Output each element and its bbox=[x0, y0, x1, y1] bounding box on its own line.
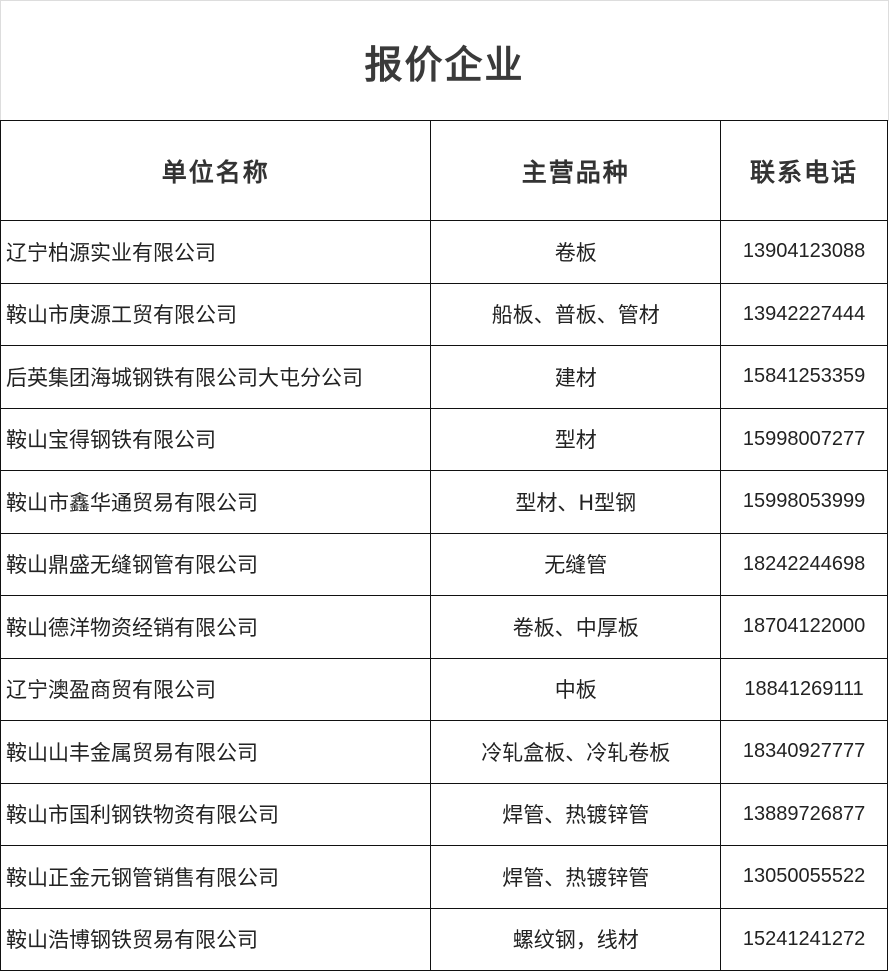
page-title: 报价企业 bbox=[364, 42, 525, 87]
title-area: 报价企业 bbox=[0, 0, 889, 121]
phone-cell: 13050055522 bbox=[720, 845, 888, 909]
table-row: 鞍山山丰金属贸易有限公司 冷轧盒板、冷轧卷板 18340927777 bbox=[0, 720, 888, 784]
phone-cell: 15241241272 bbox=[720, 907, 888, 971]
company-name-cell: 鞍山宝得钢铁有限公司 bbox=[0, 407, 432, 471]
main-products-cell: 型材、H型钢 bbox=[430, 470, 722, 534]
company-name-cell: 辽宁柏源实业有限公司 bbox=[0, 220, 432, 284]
main-products-cell: 船板、普板、管材 bbox=[430, 282, 722, 346]
company-name-cell: 鞍山市国利钢铁物资有限公司 bbox=[0, 782, 432, 846]
table-row: 鞍山鼎盛无缝钢管有限公司 无缝管 18242244698 bbox=[0, 532, 888, 596]
main-products-cell: 无缝管 bbox=[430, 532, 722, 596]
header-company-name: 单位名称 bbox=[0, 120, 432, 221]
main-products-cell: 型材 bbox=[430, 407, 722, 471]
table-row: 辽宁澳盈商贸有限公司 中板 18841269111 bbox=[0, 657, 888, 721]
table-row: 辽宁柏源实业有限公司 卷板 13904123088 bbox=[0, 220, 888, 284]
table-row: 鞍山市庚源工贸有限公司 船板、普板、管材 13942227444 bbox=[0, 282, 888, 346]
company-name-cell: 鞍山浩博钢铁贸易有限公司 bbox=[0, 907, 432, 971]
table-row: 鞍山正金元钢管销售有限公司 焊管、热镀锌管 13050055522 bbox=[0, 845, 888, 909]
company-name-cell: 鞍山市庚源工贸有限公司 bbox=[0, 282, 432, 346]
phone-cell: 18242244698 bbox=[720, 532, 888, 596]
table-row: 鞍山浩博钢铁贸易有限公司 螺纹钢，线材 15241241272 bbox=[0, 907, 888, 971]
company-name-cell: 鞍山德洋物资经销有限公司 bbox=[0, 595, 432, 659]
header-main-products: 主营品种 bbox=[430, 120, 722, 221]
header-row: 单位名称 主营品种 联系电话 bbox=[0, 120, 888, 221]
main-products-cell: 中板 bbox=[430, 657, 722, 721]
main-products-cell: 建材 bbox=[430, 345, 722, 409]
table-row: 鞍山宝得钢铁有限公司 型材 15998007277 bbox=[0, 407, 888, 471]
company-name-cell: 后英集团海城钢铁有限公司大屯分公司 bbox=[0, 345, 432, 409]
main-products-cell: 卷板、中厚板 bbox=[430, 595, 722, 659]
phone-cell: 13904123088 bbox=[720, 220, 888, 284]
phone-cell: 18704122000 bbox=[720, 595, 888, 659]
company-name-cell: 鞍山山丰金属贸易有限公司 bbox=[0, 720, 432, 784]
main-products-cell: 冷轧盒板、冷轧卷板 bbox=[430, 720, 722, 784]
main-products-cell: 焊管、热镀锌管 bbox=[430, 845, 722, 909]
table-row: 鞍山德洋物资经销有限公司 卷板、中厚板 18704122000 bbox=[0, 595, 888, 659]
main-products-cell: 螺纹钢，线材 bbox=[430, 907, 722, 971]
phone-cell: 18340927777 bbox=[720, 720, 888, 784]
table-row: 鞍山市国利钢铁物资有限公司 焊管、热镀锌管 13889726877 bbox=[0, 782, 888, 846]
company-name-cell: 鞍山正金元钢管销售有限公司 bbox=[0, 845, 432, 909]
company-name-cell: 辽宁澳盈商贸有限公司 bbox=[0, 657, 432, 721]
phone-cell: 15841253359 bbox=[720, 345, 888, 409]
phone-cell: 13889726877 bbox=[720, 782, 888, 846]
table-row: 鞍山市鑫华通贸易有限公司 型材、H型钢 15998053999 bbox=[0, 470, 888, 534]
company-name-cell: 鞍山市鑫华通贸易有限公司 bbox=[0, 470, 432, 534]
phone-cell: 15998053999 bbox=[720, 470, 888, 534]
company-table: 单位名称 主营品种 联系电话 辽宁柏源实业有限公司 卷板 13904123088 鞍山… bbox=[0, 120, 888, 971]
main-products-cell: 卷板 bbox=[430, 220, 722, 284]
phone-cell: 13942227444 bbox=[720, 282, 888, 346]
phone-cell: 18841269111 bbox=[720, 657, 888, 721]
company-name-cell: 鞍山鼎盛无缝钢管有限公司 bbox=[0, 532, 432, 596]
header-phone: 联系电话 bbox=[720, 120, 888, 221]
main-products-cell: 焊管、热镀锌管 bbox=[430, 782, 722, 846]
table-row: 后英集团海城钢铁有限公司大屯分公司 建材 15841253359 bbox=[0, 345, 888, 409]
phone-cell: 15998007277 bbox=[720, 407, 888, 471]
